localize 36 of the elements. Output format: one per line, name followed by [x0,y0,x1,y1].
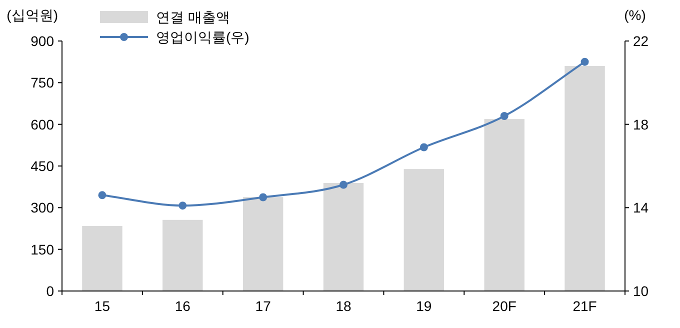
point [580,58,589,66]
y-tick-label: 150 [30,241,54,258]
bar [162,220,203,291]
y-tick-label: 900 [30,33,54,49]
x-tick-label: 16 [174,298,191,314]
bar [404,169,444,291]
y-tick-label: 0 [46,283,54,299]
y-tick-label: 750 [30,74,54,91]
x-tick-label: 21F [572,298,597,314]
y2-tick-label: 10 [633,283,649,299]
y-tick-label: 300 [30,200,54,216]
point [340,180,348,189]
x-tick-label: 19 [416,298,432,314]
bar [564,66,605,291]
x-tick-label: 15 [94,298,110,314]
point [98,191,106,200]
point [500,112,508,120]
bar [242,197,284,291]
y2-axis-title: (%) [624,7,646,23]
bar [323,182,364,291]
point [420,143,428,152]
bar [484,119,524,291]
y-tick-label: 450 [30,158,54,174]
y-tick-label: 600 [30,116,54,132]
y2-tick-label: 14 [633,200,649,216]
point [178,202,187,210]
x-tick-label: 17 [255,298,272,314]
y2-tick-label: 22 [633,33,649,49]
y-axis-title: (십억원) [6,7,58,23]
legend-label: 영업이익률(우) [156,29,250,45]
legend-label: 연결 매출액 [156,9,230,25]
point [259,193,268,202]
y2-tick-label: 18 [633,116,649,132]
bar [82,226,122,291]
x-tick-label: 18 [336,298,352,314]
x-tick-label: 20F [492,298,516,314]
